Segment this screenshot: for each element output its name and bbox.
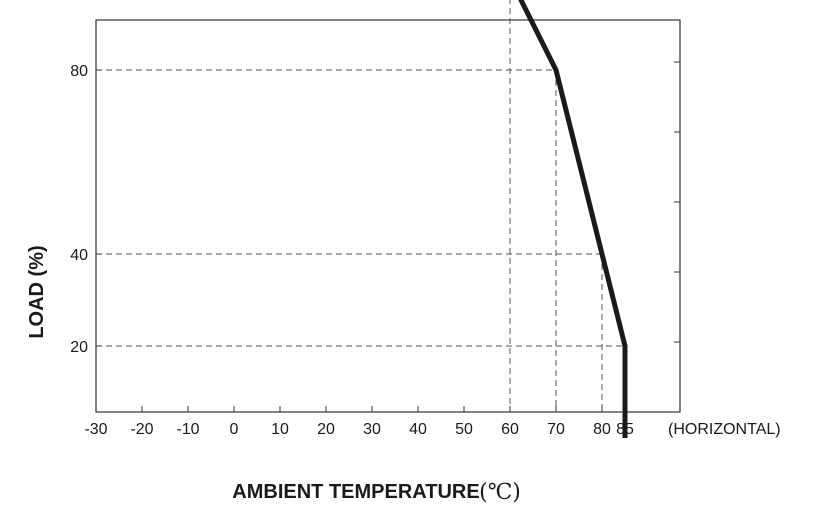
y-tick-label-1: 40 (70, 247, 88, 264)
x-tick-label-8: 50 (455, 421, 473, 438)
x-tick-label-11: 80 (593, 421, 611, 438)
x-axis-unit: (℃) (479, 480, 521, 505)
series-line-0 (518, 0, 628, 438)
y-tick-label-2: 80 (70, 63, 88, 80)
x-tick-label-10: 70 (547, 421, 565, 438)
series-layer (518, 0, 628, 438)
x-tick-label-1: -20 (130, 421, 153, 438)
plot-area (95, 19, 681, 413)
x-tick-label-9: 60 (501, 421, 519, 438)
tick-labels: -30-20-100102030405060708085204080100 (70, 63, 634, 438)
guide-lines (96, 0, 626, 412)
x-axis-note: (HORIZONTAL) (668, 421, 781, 438)
x-tick-label-0: -30 (84, 421, 107, 438)
x-tick-label-7: 40 (409, 421, 427, 438)
x-tick-label-6: 30 (363, 421, 381, 438)
x-axis-title: AMBIENT TEMPERATURE (232, 481, 479, 503)
x-tick-label-5: 20 (317, 421, 335, 438)
x-tick-label-4: 10 (271, 421, 289, 438)
x-tick-label-2: -10 (176, 421, 199, 438)
axis-ticks (95, 61, 680, 412)
y-axis-title: LOAD (%) (26, 245, 48, 338)
y-tick-label-0: 20 (70, 339, 88, 356)
x-tick-label-3: 0 (230, 421, 239, 438)
